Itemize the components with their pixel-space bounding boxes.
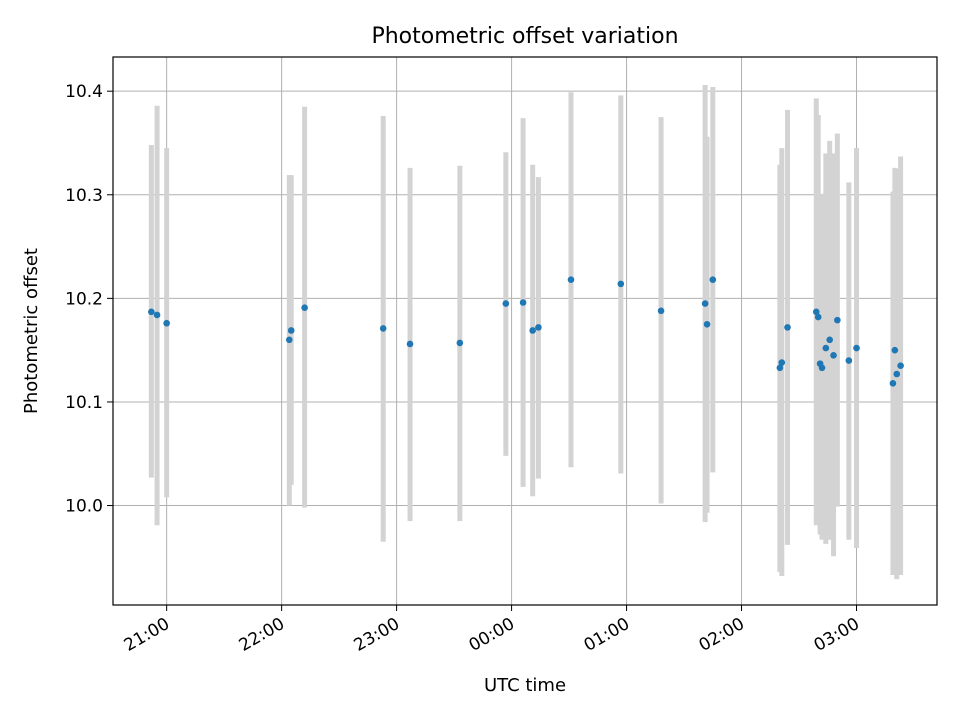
data-point	[301, 304, 308, 311]
chart-title: Photometric offset variation	[371, 24, 678, 49]
data-point	[153, 311, 161, 319]
data-point	[379, 325, 387, 332]
data-point	[853, 344, 860, 352]
data-point	[845, 357, 853, 364]
data-point	[287, 327, 295, 334]
x-axis-label: UTC time	[484, 675, 566, 696]
data-point	[567, 276, 575, 284]
data-point	[406, 340, 414, 348]
y-tick-label: 10.3	[65, 186, 103, 206]
data-point	[889, 380, 897, 387]
data-point	[891, 346, 899, 354]
data-point	[812, 308, 820, 316]
data-point	[830, 352, 837, 359]
data-point	[784, 324, 791, 331]
data-point	[814, 313, 822, 321]
data-point	[703, 320, 711, 328]
data-point	[709, 276, 717, 284]
data-point	[776, 364, 784, 372]
data-points	[148, 276, 904, 387]
data-point	[535, 324, 542, 331]
y-tick-label: 10.4	[65, 82, 103, 102]
data-point	[834, 316, 841, 324]
data-point	[657, 307, 665, 315]
y-tick-label: 10.1	[65, 393, 103, 413]
data-point	[818, 364, 826, 372]
plot-frame	[112, 56, 938, 606]
data-point	[456, 339, 464, 347]
data-point	[617, 280, 625, 288]
y-tick-label: 10.2	[65, 289, 103, 309]
data-point	[778, 359, 786, 366]
data-point	[529, 327, 536, 334]
data-point	[826, 336, 833, 344]
data-point	[519, 299, 527, 306]
data-point	[163, 319, 170, 327]
data-point	[897, 362, 904, 370]
data-point	[701, 300, 709, 307]
data-point	[148, 308, 155, 316]
data-point	[285, 336, 293, 344]
data-point	[893, 370, 901, 378]
data-point	[502, 300, 510, 307]
y-axis-label: Photometric offset	[21, 248, 42, 414]
y-tick-label: 10.0	[65, 497, 103, 517]
y-axis-ticks: 10.0 10.1 10.2 10.3 10.4	[65, 82, 113, 517]
data-point	[822, 344, 830, 352]
